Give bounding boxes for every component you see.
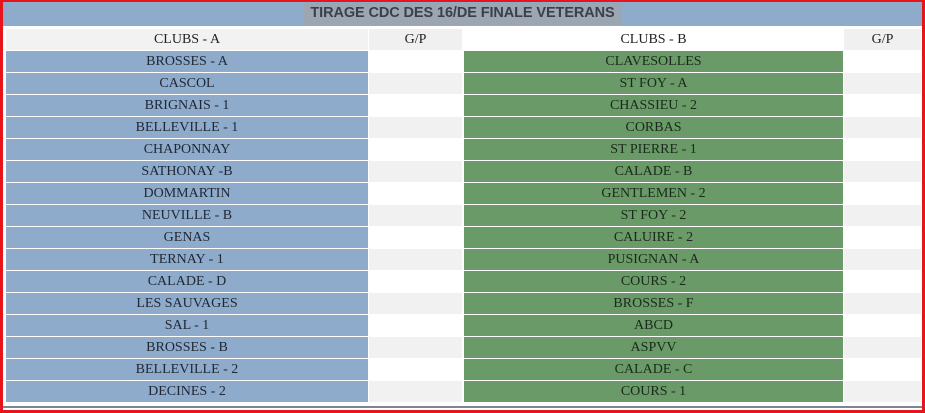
club-a-cell: BROSSES - A [6,51,368,72]
gp-b-cell[interactable] [844,139,921,160]
gp-b-cell[interactable] [844,359,921,380]
club-b-cell: ST FOY - 2 [464,205,843,226]
header-gp-a: G/P [369,29,462,50]
gp-a-cell[interactable] [369,51,462,72]
gp-a-cell[interactable] [369,337,462,358]
gp-b-cell[interactable] [844,73,921,94]
match-row: LES SAUVAGES BROSSES - F [6,293,922,315]
gp-a-cell[interactable] [369,271,462,292]
header-clubs-b: CLUBS - B [464,29,843,50]
club-a-cell: BELLEVILLE - 1 [6,117,368,138]
gp-a-cell[interactable] [369,95,462,116]
match-row: BELLEVILLE - 2 CALADE - C [6,359,922,381]
match-row: BELLEVILLE - 1 CORBAS [6,117,922,139]
club-a-cell: NEUVILLE - B [6,205,368,226]
club-a-cell: DOMMARTIN [6,183,368,204]
gp-b-cell[interactable] [844,271,921,292]
club-a-cell: CHAPONNAY [6,139,368,160]
gp-a-cell[interactable] [369,205,462,226]
club-b-cell: ST FOY - A [464,73,843,94]
gp-b-cell[interactable] [844,183,921,204]
gp-a-cell[interactable] [369,315,462,336]
gp-b-cell[interactable] [844,315,921,336]
club-b-cell: ABCD [464,315,843,336]
header-row: CLUBS - A G/P CLUBS - B G/P [6,29,922,51]
club-a-cell: TERNAY - 1 [6,249,368,270]
match-row: GENAS CALUIRE - 2 [6,227,922,249]
club-a-cell: BROSSES - B [6,337,368,358]
match-row: TERNAY - 1 PUSIGNAN - A [6,249,922,271]
gp-b-cell[interactable] [844,117,921,138]
match-row: SAL - 1 ABCD [6,315,922,337]
club-b-cell: CALADE - C [464,359,843,380]
gp-a-cell[interactable] [369,117,462,138]
club-b-cell: CALUIRE - 2 [464,227,843,248]
club-b-cell: PUSIGNAN - A [464,249,843,270]
club-b-cell: ASPVV [464,337,843,358]
gp-b-cell[interactable] [844,95,921,116]
gp-a-cell[interactable] [369,359,462,380]
club-b-cell: COURS - 2 [464,271,843,292]
match-row: CHAPONNAY ST PIERRE - 1 [6,139,922,161]
gp-b-cell[interactable] [844,205,921,226]
gp-a-cell[interactable] [369,293,462,314]
gp-b-cell[interactable] [844,293,921,314]
club-b-cell: CORBAS [464,117,843,138]
club-a-cell: CALADE - D [6,271,368,292]
gp-b-cell[interactable] [844,51,921,72]
club-a-cell: SATHONAY -B [6,161,368,182]
gp-b-cell[interactable] [844,227,921,248]
club-a-cell: BELLEVILLE - 2 [6,359,368,380]
match-row: SATHONAY -B CALADE - B [6,161,922,183]
match-row: BROSSES - A CLAVESOLLES [6,51,922,73]
gp-a-cell[interactable] [369,161,462,182]
club-a-cell: LES SAUVAGES [6,293,368,314]
club-a-cell: DECINES - 2 [6,381,368,402]
club-a-cell: BRIGNAIS - 1 [6,95,368,116]
header-gp-b: G/P [844,29,921,50]
club-b-cell: CLAVESOLLES [464,51,843,72]
match-row: CASCOL ST FOY - A [6,73,922,95]
club-b-cell: ST PIERRE - 1 [464,139,843,160]
header-clubs-a: CLUBS - A [6,29,368,50]
gp-a-cell[interactable] [369,381,462,402]
club-a-cell: CASCOL [6,73,368,94]
gp-a-cell[interactable] [369,73,462,94]
gp-a-cell[interactable] [369,227,462,248]
gp-a-cell[interactable] [369,139,462,160]
match-rows: BROSSES - A CLAVESOLLES CASCOL ST FOY - A BR… [6,51,922,403]
gp-b-cell[interactable] [844,381,921,402]
gp-b-cell[interactable] [844,249,921,270]
club-b-cell: CALADE - B [464,161,843,182]
title-bar: TIRAGE CDC DES 16/DE FINALE VETERANS [3,2,922,26]
match-row: NEUVILLE - B ST FOY - 2 [6,205,922,227]
gp-a-cell[interactable] [369,183,462,204]
club-b-cell: GENTLEMEN - 2 [464,183,843,204]
club-b-cell: COURS - 1 [464,381,843,402]
gp-b-cell[interactable] [844,161,921,182]
match-row: DOMMARTIN GENTLEMEN - 2 [6,183,922,205]
gp-a-cell[interactable] [369,249,462,270]
match-row: BROSSES - B ASPVV [6,337,922,359]
bottom-divider [3,406,922,408]
club-a-cell: SAL - 1 [6,315,368,336]
club-b-cell: BROSSES - F [464,293,843,314]
page-title: TIRAGE CDC DES 16/DE FINALE VETERANS [304,3,621,25]
club-a-cell: GENAS [6,227,368,248]
match-row: CALADE - D COURS - 2 [6,271,922,293]
match-row: DECINES - 2 COURS - 1 [6,381,922,403]
match-row: BRIGNAIS - 1 CHASSIEU - 2 [6,95,922,117]
gp-b-cell[interactable] [844,337,921,358]
club-b-cell: CHASSIEU - 2 [464,95,843,116]
